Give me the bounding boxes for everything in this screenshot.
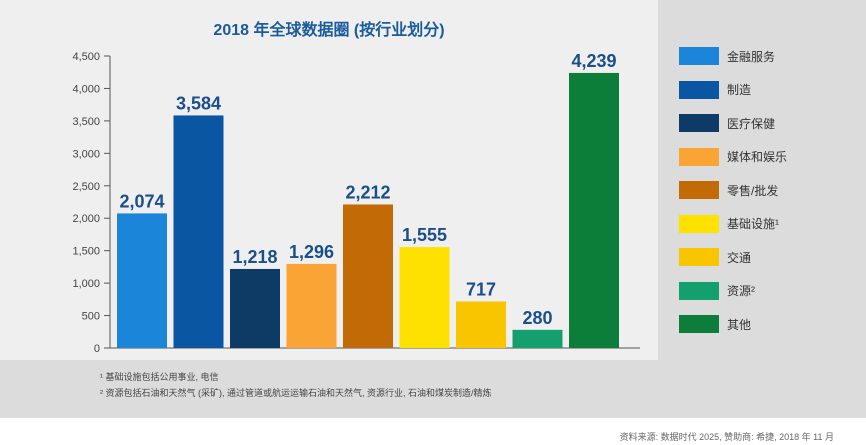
legend-label: 零售/批发	[727, 183, 779, 198]
legend-item: 资源²	[679, 281, 755, 301]
legend-item: 金融服务	[679, 46, 775, 66]
legend-item: 医疗保健	[679, 113, 775, 133]
bar-value-label: 280	[522, 308, 552, 328]
bar-value-label: 4,239	[571, 51, 616, 71]
legend-item: 其他	[679, 314, 751, 334]
bar-7	[456, 301, 506, 348]
bar-6	[399, 247, 450, 348]
bar-value-label: 1,555	[402, 225, 447, 245]
legend-label: 基础设施¹	[727, 217, 779, 231]
legend-swatch	[679, 248, 719, 266]
legend-swatch	[679, 281, 719, 300]
bar-value-label: 1,296	[289, 242, 334, 262]
bar-3	[230, 268, 280, 348]
bar-value-label: 2,074	[119, 191, 164, 211]
bar-value-label: 2,212	[345, 182, 390, 202]
bar-value-label: 717	[466, 279, 496, 299]
y-tick-label: 3,000	[72, 148, 100, 160]
y-tick-label: 2,000	[72, 213, 100, 225]
legend-item: 零售/批发	[679, 180, 778, 200]
y-tick-label: 0	[94, 343, 100, 355]
bar-chart: 0 500 1,000 1,500 2,000 2,500 3,000 3,500 4,000 4…	[72, 51, 640, 355]
legend-swatch	[679, 147, 719, 166]
legend-label: 金融服务	[727, 49, 776, 64]
footnote-resources: ² 资源包括石油和天然气 (采矿), 通过管道或航运运输石油和天然气, 资源行业…	[100, 388, 492, 398]
bar-value-label: 1,218	[232, 247, 277, 267]
bar-value-label: 3,584	[176, 93, 221, 113]
bar-1	[117, 213, 167, 348]
legend-swatch	[679, 315, 719, 333]
legend-swatch	[679, 80, 719, 99]
legend-label: 制造	[727, 83, 752, 97]
legend-label: 医疗保健	[727, 116, 776, 131]
legend-label: 其他	[727, 317, 752, 332]
legend-item: 制造	[679, 80, 751, 100]
legend-item: 基础设施¹	[679, 214, 779, 234]
y-tick-label: 500	[82, 311, 100, 323]
legend-item: 交通	[679, 247, 751, 267]
y-tick-label: 1,000	[72, 278, 100, 290]
y-tick-label: 1,500	[72, 246, 100, 258]
bar-8	[512, 329, 563, 348]
legend-label: 资源²	[727, 284, 755, 298]
bar-9	[569, 72, 619, 348]
footnote-panel	[0, 360, 866, 418]
legend-swatch	[679, 214, 719, 233]
legend-item: 媒体和娱乐	[679, 147, 787, 167]
chart-title: 2018 年全球数据圈 (按行业划分)	[213, 22, 445, 39]
y-tick-label: 4,000	[72, 83, 100, 95]
legend-label: 交通	[727, 250, 752, 265]
footnote-infrastructure: ¹ 基础设施包括公用事业, 电信	[100, 372, 219, 382]
bar-5	[343, 204, 393, 348]
legend-label: 媒体和娱乐	[727, 150, 788, 164]
bar-2	[173, 115, 224, 348]
source-note: 资料来源: 数据时代 2025, 赞助商: 希捷, 2018 年 11 月	[619, 432, 834, 442]
y-tick-label: 4,500	[72, 51, 100, 63]
y-tick-label: 2,500	[72, 181, 100, 193]
legend-swatch	[679, 181, 719, 199]
legend-swatch	[679, 47, 719, 65]
y-tick-label: 3,500	[72, 116, 100, 128]
legend-swatch	[679, 114, 719, 132]
bar-4	[286, 263, 337, 348]
